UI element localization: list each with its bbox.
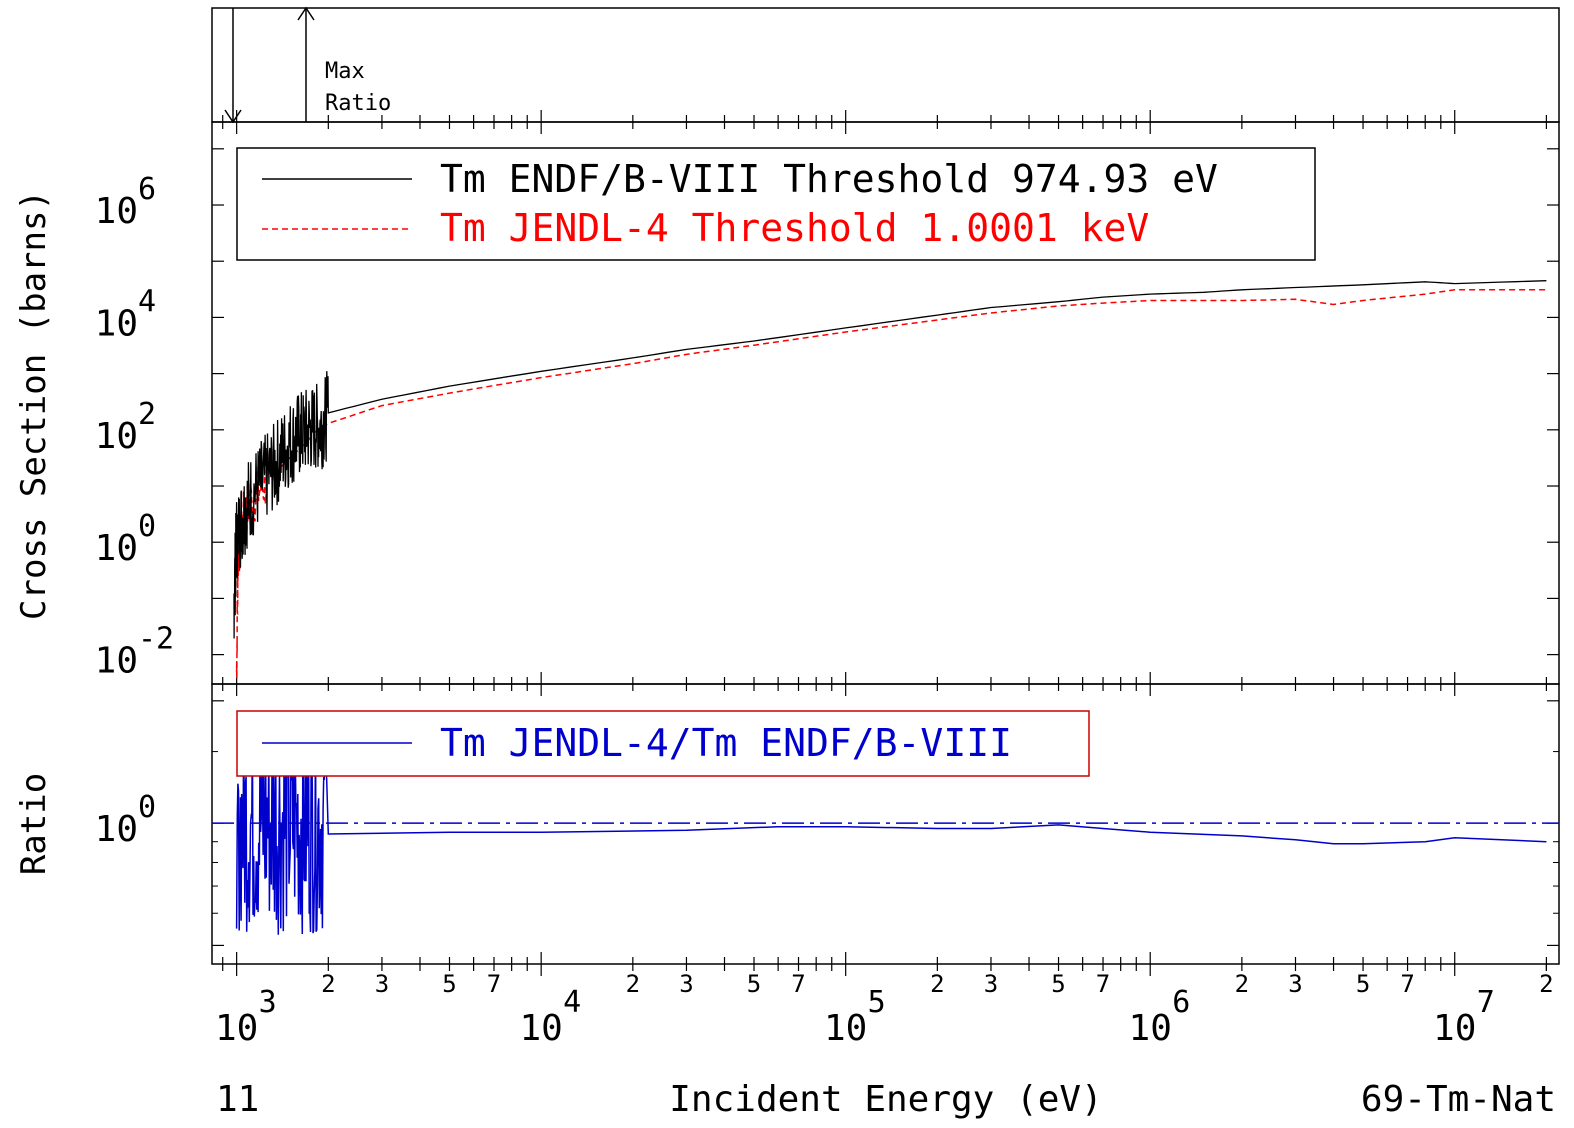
- y-axis-ticks: [212, 148, 1559, 947]
- y-tick-label-exponent: 4: [138, 284, 156, 319]
- x-minor-tick-label: 2: [626, 970, 640, 998]
- x-minor-tick-label: 5: [442, 970, 456, 998]
- x-minor-tick-label: 2: [321, 970, 335, 998]
- ratio-series: [212, 711, 1559, 935]
- x-minor-tick-label: 3: [984, 970, 998, 998]
- x-minor-tick-label: 7: [487, 970, 501, 998]
- x-minor-tick-label: 5: [747, 970, 761, 998]
- x-tick-label: 10: [519, 1008, 562, 1049]
- x-minor-tick-label: 7: [1400, 970, 1414, 998]
- y-tick-label: 10: [95, 191, 138, 232]
- ratio-panel-frame: [211, 683, 1560, 965]
- x-minor-tick-label: 7: [1096, 970, 1110, 998]
- y-tick-label-exponent: 2: [138, 397, 156, 432]
- x-tick-label-exponent: 3: [259, 985, 277, 1020]
- footer-right-label: 69-Tm-Nat: [1361, 1079, 1556, 1120]
- x-tick-label: 10: [1433, 1008, 1476, 1049]
- cross-section-legend-box: [236, 147, 1316, 261]
- x-tick-label-exponent: 7: [1477, 985, 1495, 1020]
- legend-ratio-label: Tm JENDL-4/Tm ENDF/B-VIII: [440, 721, 1012, 765]
- x-tick-label-exponent: 6: [1172, 985, 1190, 1020]
- y-axis-title-ratio: Ratio: [14, 773, 54, 875]
- legend-endf-label: Tm ENDF/B-VIII Threshold 974.93 eV: [440, 157, 1218, 201]
- x-minor-tick-label: 5: [1356, 970, 1370, 998]
- ratio-y-tick-label: 10: [95, 809, 138, 850]
- x-minor-tick-label: 3: [1288, 970, 1302, 998]
- ratio-y-tick-label-exponent: 0: [138, 790, 156, 825]
- x-minor-tick-label: 2: [930, 970, 944, 998]
- x-axis-title: Incident Energy (eV): [669, 1079, 1102, 1120]
- y-axis-title-cross-section: Cross Section (barns): [14, 190, 54, 620]
- y-tick-label-exponent: -2: [138, 622, 174, 657]
- x-minor-tick-label: 5: [1051, 970, 1065, 998]
- max-ratio-panel-frame: [211, 7, 1560, 123]
- x-minor-tick-label: 3: [679, 970, 693, 998]
- max-ratio-label-line2: Ratio: [325, 91, 391, 116]
- legend-jendl-label: Tm JENDL-4 Threshold 1.0001 keV: [440, 206, 1149, 250]
- x-minor-tick-label: 7: [791, 970, 805, 998]
- footer-left-label: 11: [216, 1079, 259, 1120]
- y-tick-label-exponent: 0: [138, 509, 156, 544]
- x-tick-label: 10: [215, 1008, 258, 1049]
- x-minor-tick-label: 3: [375, 970, 389, 998]
- max-ratio-markers: [224, 6, 315, 124]
- y-tick-label: 10: [95, 641, 138, 682]
- cross-section-series: [233, 280, 1547, 680]
- y-tick-label: 10: [95, 416, 138, 457]
- x-tick-label-exponent: 5: [868, 985, 886, 1020]
- max-ratio-label-line1: Max: [325, 59, 365, 84]
- y-tick-label-exponent: 6: [138, 172, 156, 207]
- series-line-jendl: [235, 289, 1547, 680]
- y-tick-label: 10: [95, 303, 138, 344]
- ratio-y-tick-labels: 100: [95, 790, 156, 850]
- x-tick-label: 10: [1129, 1008, 1172, 1049]
- x-minor-tick-label: 2: [1235, 970, 1249, 998]
- series-line-endf: [233, 280, 1547, 639]
- x-tick-label: 10: [824, 1008, 867, 1049]
- y-tick-label: 10: [95, 528, 138, 569]
- ratio-series-line: [235, 711, 1547, 935]
- x-tick-label-exponent: 4: [563, 985, 581, 1020]
- x-minor-tick-label: 2: [1539, 970, 1553, 998]
